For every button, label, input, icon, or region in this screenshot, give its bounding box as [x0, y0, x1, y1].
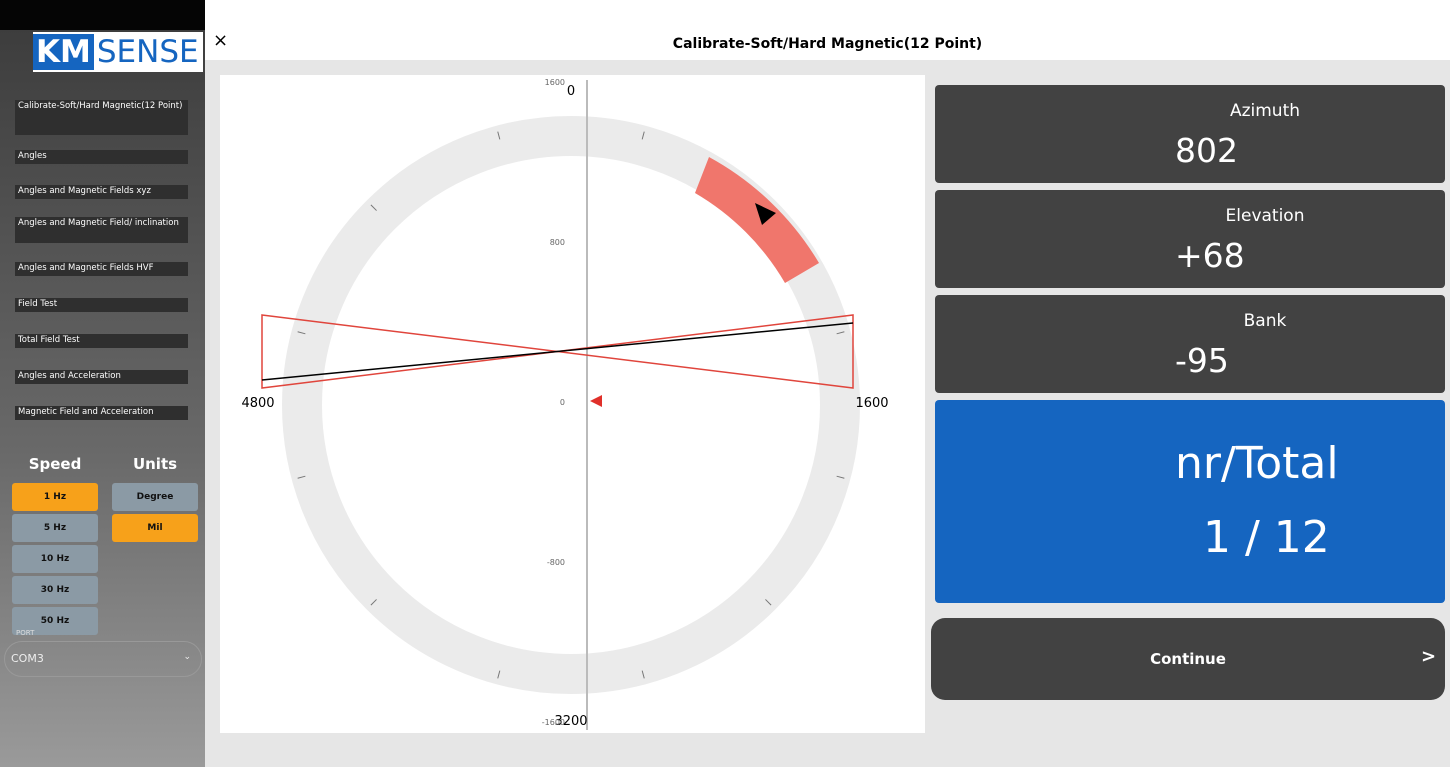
logo-sense: SENSE	[96, 34, 199, 70]
page-title: Calibrate-Soft/Hard Magnetic(12 Point)	[672, 36, 983, 52]
speed-option[interactable]: 10 Hz	[12, 545, 98, 573]
units-option[interactable]: Mil	[112, 514, 198, 542]
panel-bg	[220, 75, 925, 733]
counter-label: nr/Total	[1175, 438, 1339, 489]
speed-option[interactable]: 30 Hz	[12, 576, 98, 604]
menu-item[interactable]: Angles and Acceleration	[15, 370, 188, 384]
logo-km: KM	[33, 34, 94, 70]
logo: KM SENSE	[33, 32, 203, 72]
menu-item[interactable]: Angles and Magnetic Field/ inclination	[15, 217, 188, 243]
ring	[282, 116, 860, 694]
continue-label: Continue	[1150, 650, 1226, 668]
menu-item[interactable]: Calibrate-Soft/Hard Magnetic(12 Point)	[15, 100, 188, 135]
readout-panel: Bank -95	[935, 295, 1445, 393]
dial-tick	[497, 131, 501, 140]
readout-label: Elevation	[1225, 206, 1305, 226]
azimuth-pointer	[755, 203, 776, 225]
scale-label: 1600	[545, 78, 565, 87]
units-title: Units	[132, 455, 178, 473]
menu-item[interactable]: Angles	[15, 150, 188, 164]
readout-value: 802	[1175, 131, 1238, 170]
menu-item[interactable]: Angles and Magnetic Fields HVF	[15, 262, 188, 276]
compass-label: 4800	[241, 396, 274, 411]
port-value: COM3	[11, 652, 44, 665]
dial-tick	[836, 331, 845, 335]
menu-item[interactable]: Magnetic Field and Acceleration	[15, 406, 188, 420]
menu-item[interactable]: Total Field Test	[15, 334, 188, 348]
continue-arrow: >	[1421, 646, 1437, 667]
compass-label: 0	[567, 84, 575, 99]
target-sector	[695, 157, 819, 283]
menu-item[interactable]: Field Test	[15, 298, 188, 312]
readout-value: +68	[1175, 236, 1245, 275]
dial-tick	[370, 599, 377, 606]
scale-label: 800	[550, 238, 565, 247]
dial-tick	[641, 131, 645, 140]
top-bar	[0, 0, 205, 30]
header: × Calibrate-Soft/Hard Magnetic(12 Point)	[205, 0, 1450, 60]
dial-tick	[641, 670, 645, 679]
units-option[interactable]: Degree	[112, 483, 198, 511]
readout-panel: Azimuth 802	[935, 85, 1445, 183]
bank-frame	[261, 314, 854, 389]
sidebar: KM SENSE Calibrate-Soft/Hard Magnetic(12…	[0, 0, 205, 767]
continue-button[interactable]: Continue >	[931, 618, 1445, 700]
port-label: PORT	[16, 629, 35, 637]
speed-option[interactable]: 5 Hz	[12, 514, 98, 542]
dial-tick	[497, 670, 501, 679]
readout-panel: Elevation +68	[935, 190, 1445, 288]
compass-label: 3200	[554, 714, 587, 729]
dial-tick	[297, 475, 306, 479]
speed-option[interactable]: 50 Hz	[12, 607, 98, 635]
bank-line	[261, 322, 854, 381]
readout-value: -95	[1175, 341, 1229, 380]
scale-label: 0	[560, 398, 565, 407]
dial-tick	[297, 331, 306, 335]
scale-label: -800	[547, 558, 565, 567]
counter-value: 1 / 12	[1203, 512, 1330, 563]
close-button[interactable]: ×	[213, 30, 229, 51]
dial-tick	[836, 475, 845, 479]
readout-label: Azimuth	[1229, 101, 1301, 121]
speed-title: Speed	[28, 455, 82, 473]
counter-panel: nr/Total 1 / 12	[935, 400, 1445, 603]
port-select[interactable]: COM3 ⌄	[4, 641, 202, 677]
readout-label: Bank	[1243, 311, 1287, 331]
dial-tick	[370, 204, 377, 211]
compass-label: 1600	[855, 396, 888, 411]
chevron: ⌄	[183, 652, 191, 662]
speed-option[interactable]: 1 Hz	[12, 483, 98, 511]
dial-tick	[765, 599, 772, 606]
menu-item[interactable]: Angles and Magnetic Fields xyz	[15, 185, 188, 199]
elevation-marker	[590, 395, 602, 407]
scale-label: -1600	[542, 718, 565, 727]
